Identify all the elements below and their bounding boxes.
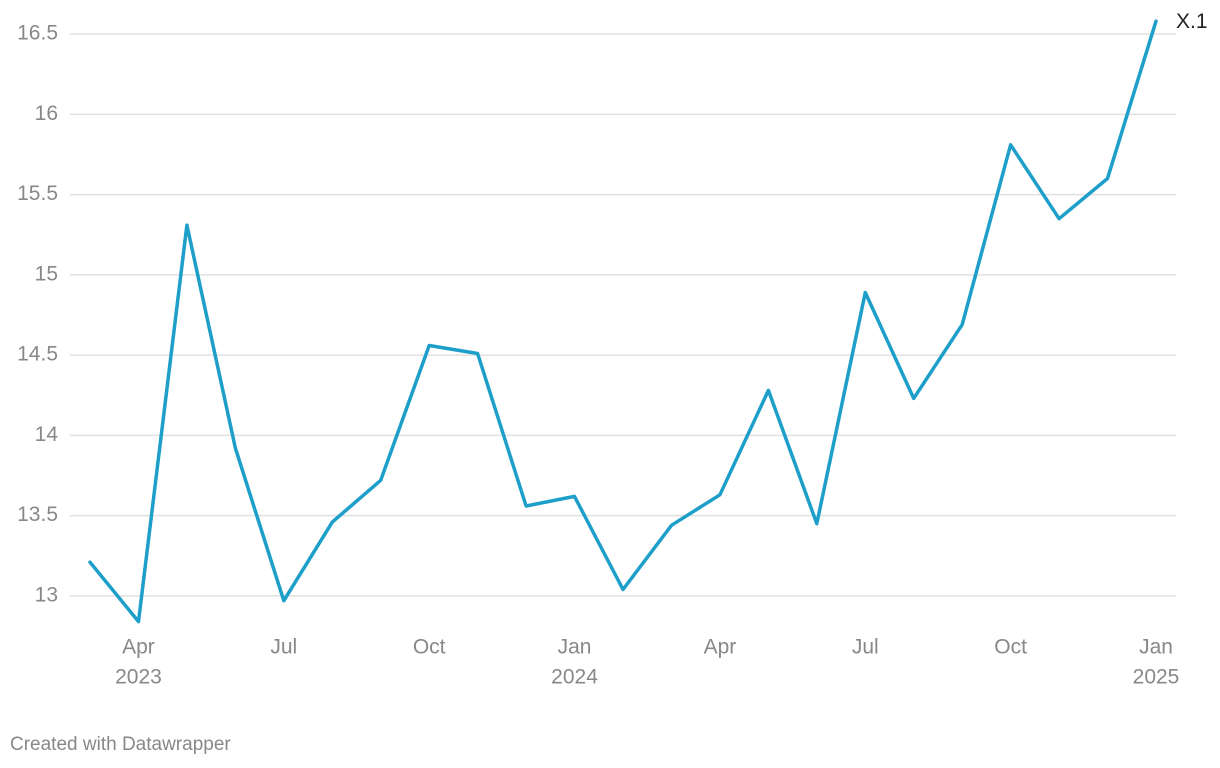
x-tick-year: 2024	[551, 666, 598, 689]
y-tick-label: 14	[35, 423, 59, 446]
x-tick-label: Oct	[994, 636, 1027, 659]
footer: Created with Datawrapper	[10, 734, 231, 755]
y-tick-label: 15.5	[17, 182, 58, 205]
x-tick-label: Jul	[270, 636, 297, 659]
y-tick-label: 16	[35, 102, 58, 125]
y-tick-label: 13.5	[17, 503, 58, 526]
y-tick-label: 15	[35, 262, 58, 285]
x-tick-label: Oct	[413, 636, 446, 659]
y-tick-label: 14.5	[17, 343, 58, 366]
y-tick-label: 16.5	[17, 22, 58, 45]
y-tick-label: 13	[35, 583, 58, 606]
x-tick-label: Jan	[1139, 636, 1173, 659]
x-tick-label: Jul	[852, 636, 879, 659]
x-tick-label: Apr	[122, 636, 155, 659]
x-tick-label: Jan	[558, 636, 592, 659]
x-tick-year: 2025	[1133, 666, 1180, 689]
x-tick-year: 2023	[115, 666, 162, 689]
x-tick-label: Apr	[704, 636, 737, 659]
series-label: X.1	[1176, 10, 1208, 33]
line	[88, 19, 1158, 624]
